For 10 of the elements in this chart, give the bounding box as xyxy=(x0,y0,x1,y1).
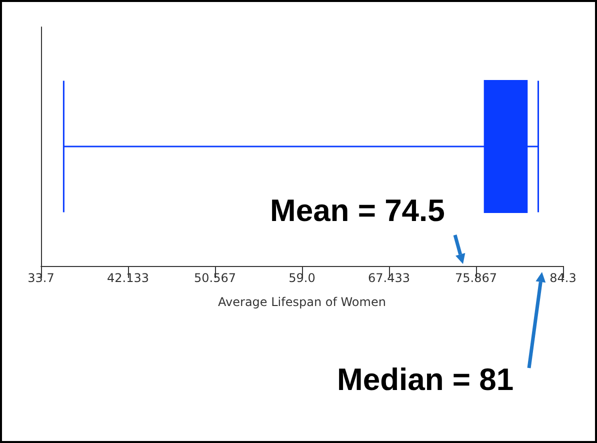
x-tick-label: 75.867 xyxy=(455,271,498,285)
x-tick-label: 84.3 xyxy=(550,271,576,285)
x-tick-label: 42.133 xyxy=(106,271,149,285)
text: Median = 81 xyxy=(337,362,514,397)
x-tick-label: 59.0 xyxy=(288,271,316,285)
x-tick-label: 50.567 xyxy=(194,271,236,285)
x-axis-title: Average Lifespan of Women xyxy=(218,295,386,309)
x-tick-label: 33.7 xyxy=(28,271,54,285)
x-tick-label: 67.433 xyxy=(368,271,410,285)
annotation: Mean = 74.5 xyxy=(270,193,445,228)
